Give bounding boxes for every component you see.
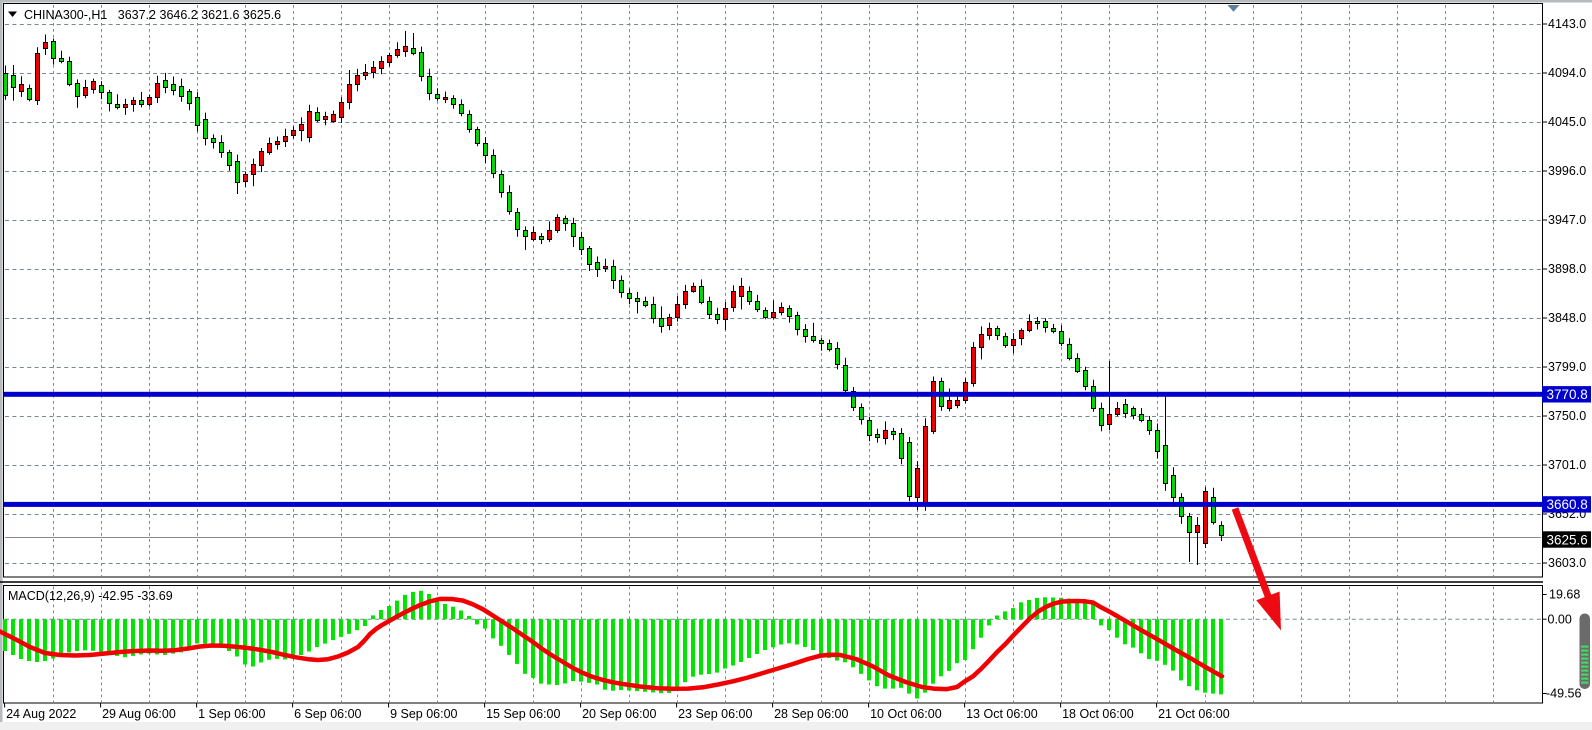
svg-text:3799.0: 3799.0 xyxy=(1548,360,1586,374)
svg-text:MACD(12,26,9) -42.95 -33.69: MACD(12,26,9) -42.95 -33.69 xyxy=(8,589,173,603)
svg-text:3770.8: 3770.8 xyxy=(1547,387,1588,402)
svg-text:3996.0: 3996.0 xyxy=(1548,164,1586,178)
svg-text:28 Sep 06:00: 28 Sep 06:00 xyxy=(774,707,848,721)
svg-text:3947.0: 3947.0 xyxy=(1548,213,1586,227)
svg-text:4094.0: 4094.0 xyxy=(1548,66,1586,80)
svg-text:24 Aug 2022: 24 Aug 2022 xyxy=(6,707,76,721)
svg-text:18 Oct 06:00: 18 Oct 06:00 xyxy=(1062,707,1134,721)
svg-text:13 Oct 06:00: 13 Oct 06:00 xyxy=(966,707,1038,721)
svg-text:3660.8: 3660.8 xyxy=(1547,497,1588,512)
svg-text:0.00: 0.00 xyxy=(1548,612,1572,626)
svg-text:19.68: 19.68 xyxy=(1549,588,1580,602)
svg-text:10 Oct 06:00: 10 Oct 06:00 xyxy=(870,707,942,721)
svg-text:21 Oct 06:00: 21 Oct 06:00 xyxy=(1158,707,1230,721)
svg-text:3701.0: 3701.0 xyxy=(1548,458,1586,472)
svg-text:3750.0: 3750.0 xyxy=(1548,409,1586,423)
svg-text:20 Sep 06:00: 20 Sep 06:00 xyxy=(582,707,656,721)
svg-text:6 Sep 06:00: 6 Sep 06:00 xyxy=(294,707,361,721)
svg-text:3898.0: 3898.0 xyxy=(1548,262,1586,276)
svg-text:3625.6: 3625.6 xyxy=(1547,532,1588,547)
svg-text:1 Sep 06:00: 1 Sep 06:00 xyxy=(198,707,265,721)
svg-text:15 Sep 06:00: 15 Sep 06:00 xyxy=(486,707,560,721)
svg-text:3848.0: 3848.0 xyxy=(1548,311,1586,325)
svg-text:29 Aug 06:00: 29 Aug 06:00 xyxy=(102,707,176,721)
svg-text:CHINA300-,H1 3637.2 3646.2 3: CHINA300-,H1 3637.2 3646.2 3621.6 3625.6 xyxy=(24,8,281,22)
svg-text:4143.0: 4143.0 xyxy=(1548,17,1586,31)
svg-text:9 Sep 06:00: 9 Sep 06:00 xyxy=(390,707,457,721)
svg-text:-49.56: -49.56 xyxy=(1546,687,1581,701)
svg-text:23 Sep 06:00: 23 Sep 06:00 xyxy=(678,707,752,721)
svg-text:3603.0: 3603.0 xyxy=(1548,556,1586,570)
svg-text:4045.0: 4045.0 xyxy=(1548,115,1586,129)
